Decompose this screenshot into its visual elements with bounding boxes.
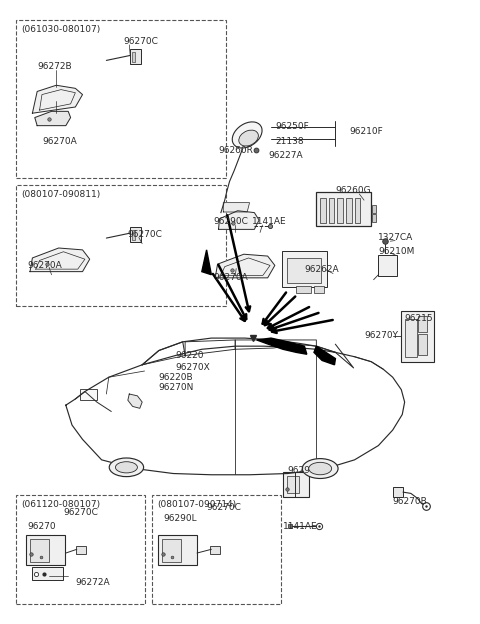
Text: 1141AE: 1141AE [252,217,287,227]
Bar [158,535,197,565]
Bar [76,545,86,554]
Text: 1141AE: 1141AE [283,522,318,531]
Text: 96210F: 96210F [350,127,384,137]
Text: 1327CA: 1327CA [378,233,414,242]
Ellipse shape [239,130,258,146]
Text: (061030-080107): (061030-080107) [22,25,101,34]
Text: 96270Y: 96270Y [364,331,398,340]
Bar [16,20,226,178]
Bar [132,230,135,240]
Bar [30,539,49,562]
Bar [16,185,226,306]
Text: 96220: 96220 [176,351,204,360]
Bar [130,227,141,242]
Polygon shape [215,254,275,278]
Text: (061120-080107): (061120-080107) [22,500,100,509]
Text: 96262A: 96262A [304,265,339,275]
Text: (080107-090714): (080107-090714) [157,500,237,509]
Bar [316,192,371,227]
Polygon shape [30,248,90,271]
Text: 96260G: 96260G [336,187,371,195]
Polygon shape [35,111,71,125]
Text: 96210M: 96210M [378,246,415,256]
Text: 96270C: 96270C [123,37,158,46]
Bar [210,545,220,554]
Bar [287,476,299,494]
Bar [152,495,281,604]
Text: 96227A: 96227A [269,151,303,160]
Bar [393,487,403,497]
Bar [162,539,181,562]
Ellipse shape [302,459,338,479]
Polygon shape [202,250,211,275]
Text: 96270N: 96270N [159,383,194,392]
Ellipse shape [109,458,144,477]
Text: 96270A: 96270A [28,261,62,270]
Text: 96290C: 96290C [214,217,249,227]
Text: 96250F: 96250F [276,122,310,132]
Bar [314,286,324,293]
Bar [320,198,326,223]
Text: 96215: 96215 [405,314,433,323]
Text: 96270C: 96270C [128,230,163,239]
Bar [282,251,327,287]
Bar [287,258,321,283]
Bar [405,319,417,357]
Polygon shape [223,203,250,212]
Text: 96270B: 96270B [393,497,428,506]
Bar [33,567,63,580]
Text: 96272A: 96272A [75,578,110,587]
Text: 96270A: 96270A [42,137,77,145]
Text: 96272B: 96272B [37,62,72,71]
Ellipse shape [232,122,262,148]
Bar [337,198,343,223]
Bar [26,535,65,565]
Polygon shape [33,85,83,113]
Bar [372,215,376,222]
Bar [80,389,97,400]
Bar [296,286,311,293]
Text: 96270X: 96270X [176,363,210,373]
Polygon shape [218,211,259,230]
Bar [372,205,376,213]
Bar [283,472,309,497]
Bar [16,495,144,604]
Bar [355,198,360,223]
Ellipse shape [116,462,137,473]
Text: 96270: 96270 [28,522,56,531]
Bar [130,49,141,64]
Text: 96220B: 96220B [159,373,193,382]
Bar [42,98,50,109]
Ellipse shape [309,462,332,475]
Bar [401,311,434,362]
Text: 96270A: 96270A [214,273,249,282]
Polygon shape [314,346,336,365]
Text: 96290L: 96290L [164,514,197,523]
Polygon shape [257,338,307,354]
Bar [132,52,135,62]
Bar [419,316,427,332]
Bar [329,198,335,223]
Text: 21138: 21138 [276,137,304,145]
Text: 96260R: 96260R [218,146,253,155]
Text: (080107-090811): (080107-090811) [22,190,101,198]
Bar [346,198,352,223]
Polygon shape [128,394,142,408]
Bar [419,334,427,356]
Text: 96270C: 96270C [206,503,241,512]
Bar [378,255,397,276]
Text: 96290L: 96290L [288,466,321,475]
Text: 96270C: 96270C [63,507,98,517]
